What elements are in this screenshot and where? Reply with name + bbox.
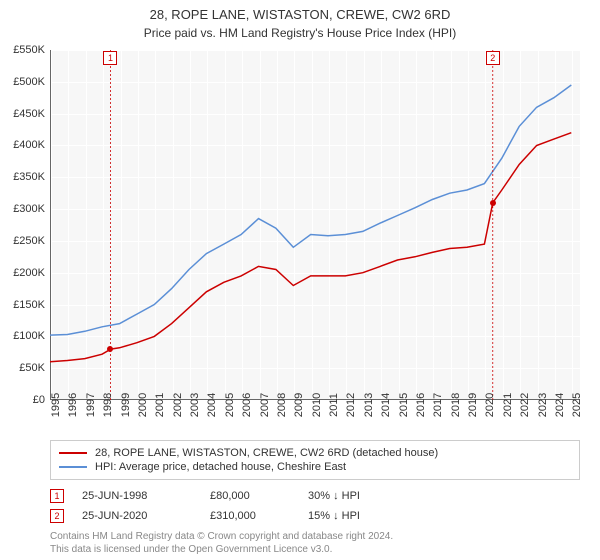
event-table: 1 25-JUN-1998 £80,000 30% ↓ HPI 2 25-JUN… [50, 486, 580, 526]
chart-marker-icon: 1 [103, 51, 117, 65]
legend-item: 28, ROPE LANE, WISTASTON, CREWE, CW2 6RD… [59, 446, 571, 460]
x-axis-label: 2019 [467, 393, 479, 417]
y-axis-label: £250K [3, 235, 45, 247]
y-axis-label: £400K [3, 139, 45, 151]
x-axis-label: 2003 [189, 393, 201, 417]
footer-line: This data is licensed under the Open Gov… [50, 543, 580, 556]
legend: 28, ROPE LANE, WISTASTON, CREWE, CW2 6RD… [50, 440, 580, 480]
event-date: 25-JUN-2020 [82, 510, 192, 522]
x-axis-label: 2010 [311, 393, 323, 417]
y-axis-label: £300K [3, 203, 45, 215]
event-row: 2 25-JUN-2020 £310,000 15% ↓ HPI [50, 506, 580, 526]
footer-line: Contains HM Land Registry data © Crown c… [50, 530, 580, 543]
chart-marker-dot [490, 200, 496, 206]
y-axis-label: £450K [3, 108, 45, 120]
x-axis-label: 2014 [380, 393, 392, 417]
chart-area: £0£50K£100K£150K£200K£250K£300K£350K£400… [50, 50, 580, 400]
y-axis-label: £150K [3, 299, 45, 311]
x-axis-label: 2022 [519, 393, 531, 417]
x-axis-label: 1998 [102, 393, 114, 417]
y-axis-label: £350K [3, 171, 45, 183]
y-axis-label: £100K [3, 330, 45, 342]
legend-swatch [59, 466, 87, 468]
x-axis-label: 2001 [154, 393, 166, 417]
x-axis-label: 2004 [206, 393, 218, 417]
y-axis-label: £50K [3, 362, 45, 374]
y-axis-label: £500K [3, 76, 45, 88]
x-axis-label: 2002 [172, 393, 184, 417]
x-axis-label: 2000 [137, 393, 149, 417]
chart-subtitle: Price paid vs. HM Land Registry's House … [0, 24, 600, 40]
chart-title: 28, ROPE LANE, WISTASTON, CREWE, CW2 6RD [0, 0, 600, 24]
x-axis-label: 2011 [328, 393, 340, 417]
legend-label: HPI: Average price, detached house, Ches… [95, 461, 346, 473]
event-pct: 15% ↓ HPI [308, 510, 408, 522]
x-axis-label: 2017 [432, 393, 444, 417]
event-price: £310,000 [210, 510, 290, 522]
legend-item: HPI: Average price, detached house, Ches… [59, 460, 571, 474]
x-axis-label: 2016 [415, 393, 427, 417]
footer-attribution: Contains HM Land Registry data © Crown c… [50, 530, 580, 556]
x-axis-label: 2018 [450, 393, 462, 417]
x-axis-label: 2009 [293, 393, 305, 417]
x-axis-label: 2013 [363, 393, 375, 417]
event-pct: 30% ↓ HPI [308, 490, 408, 502]
chart-marker-dot [107, 346, 113, 352]
event-price: £80,000 [210, 490, 290, 502]
y-axis-label: £200K [3, 267, 45, 279]
event-marker-icon: 2 [50, 509, 64, 523]
x-axis-label: 2006 [241, 393, 253, 417]
event-marker-icon: 1 [50, 489, 64, 503]
x-axis-label: 1995 [50, 393, 62, 417]
x-axis-label: 2005 [224, 393, 236, 417]
x-axis-label: 1997 [85, 393, 97, 417]
chart-lines [50, 50, 580, 400]
x-axis-label: 2023 [537, 393, 549, 417]
x-axis-label: 2012 [345, 393, 357, 417]
event-row: 1 25-JUN-1998 £80,000 30% ↓ HPI [50, 486, 580, 506]
x-axis-label: 2024 [554, 393, 566, 417]
x-axis-label: 2025 [571, 393, 583, 417]
x-axis-label: 2020 [484, 393, 496, 417]
y-axis-label: £550K [3, 44, 45, 56]
x-axis-label: 1999 [120, 393, 132, 417]
legend-label: 28, ROPE LANE, WISTASTON, CREWE, CW2 6RD… [95, 447, 438, 459]
x-axis-label: 1996 [67, 393, 79, 417]
event-date: 25-JUN-1998 [82, 490, 192, 502]
x-axis-label: 2008 [276, 393, 288, 417]
x-axis-label: 2021 [502, 393, 514, 417]
x-axis-label: 2007 [259, 393, 271, 417]
x-axis-label: 2015 [398, 393, 410, 417]
chart-marker-icon: 2 [486, 51, 500, 65]
legend-swatch [59, 452, 87, 454]
y-axis-label: £0 [3, 394, 45, 406]
chart-container: 28, ROPE LANE, WISTASTON, CREWE, CW2 6RD… [0, 0, 600, 560]
